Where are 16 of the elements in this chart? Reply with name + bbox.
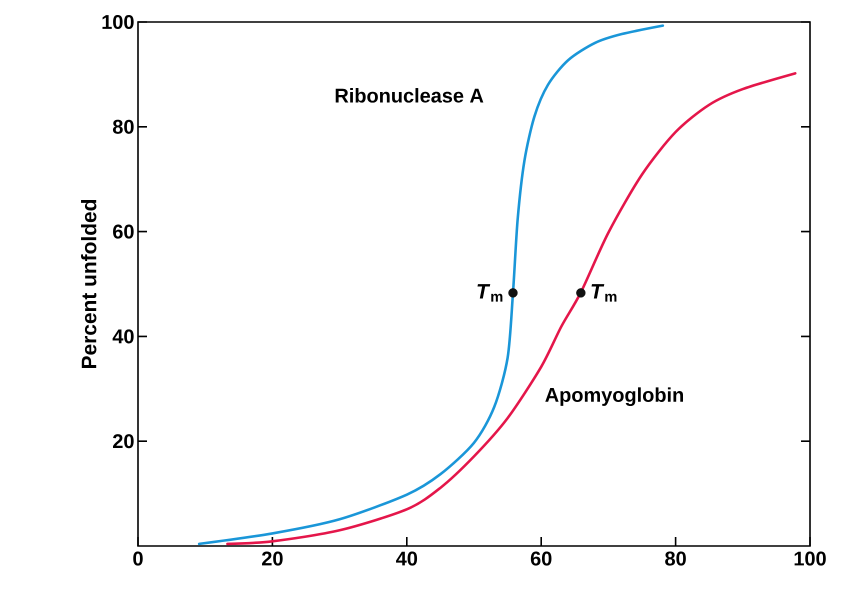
y-axis-title: Percent unfolded [81,200,96,368]
x-tick-label: 60 [530,552,552,566]
x-tick-label: 40 [396,552,418,566]
x-tick-label: 100 [794,552,826,566]
x-tick-label: 80 [665,552,686,566]
annotation: T$_{m}$ [592,284,616,302]
y-tick-label: 80 [112,120,134,134]
text: Ribonuclease A [336,88,484,103]
y-tick-label: 60 [113,224,134,239]
y-tick-label: 20 [113,434,134,448]
y-tick-label: 40 [112,329,134,344]
series-label: Apomyoglobin [545,387,684,406]
y-tick-label: 100 [102,14,134,30]
x-tick-label: 0 [133,552,143,566]
annotation: T$_{m}$ [477,284,502,302]
x-tick-label: 20 [262,552,283,566]
